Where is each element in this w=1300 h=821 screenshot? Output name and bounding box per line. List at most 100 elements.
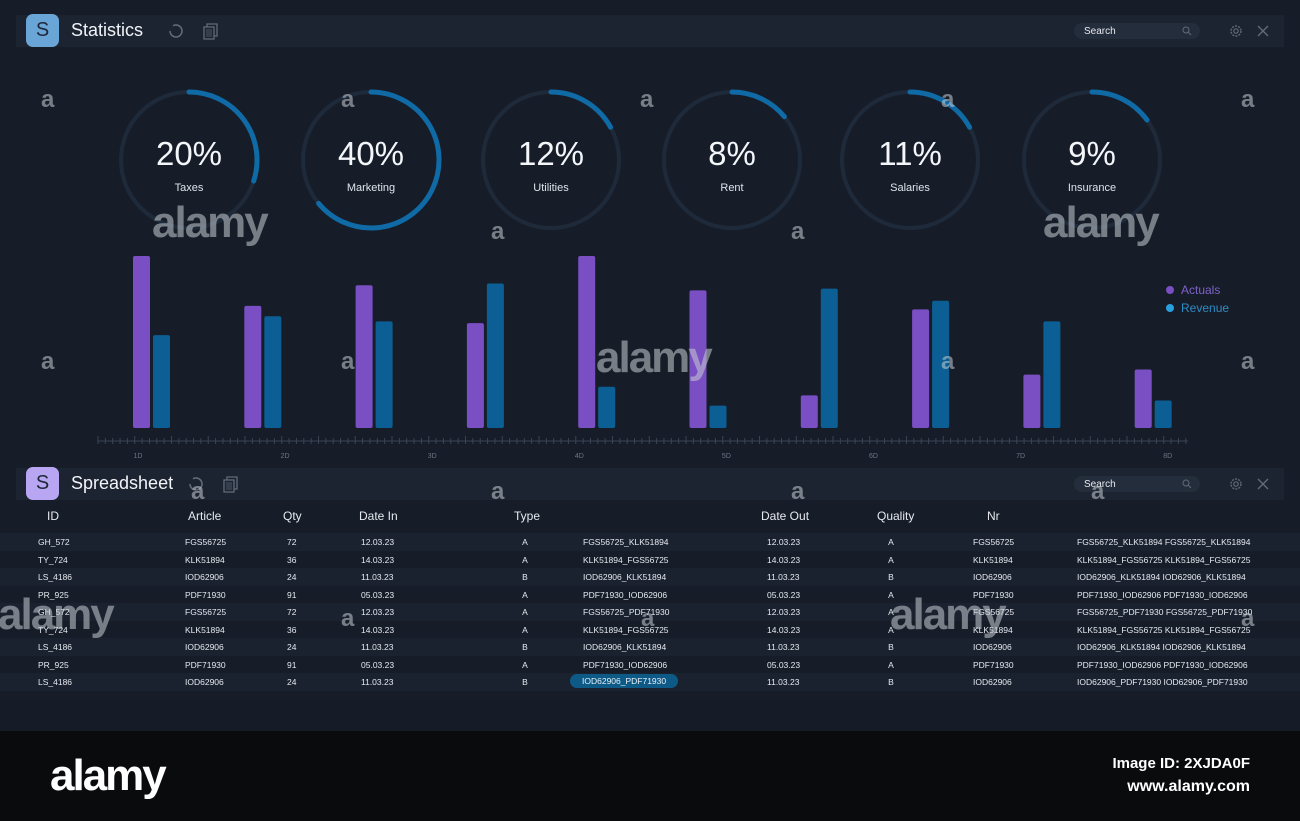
table-cell[interactable]: IOD62906_KLK51894 [583, 642, 667, 652]
table-row[interactable]: TY_724 KLK51894 36 14.03.23 A KLK51894_FGS567… [0, 550, 1300, 568]
table-cell[interactable]: B [888, 642, 894, 652]
table-cell[interactable]: 36 [287, 554, 297, 565]
gauge-insurance[interactable]: 9% Insurance [1017, 85, 1167, 235]
table-cell[interactable]: 11.03.23 [361, 572, 394, 582]
bar-actuals[interactable] [912, 309, 930, 428]
table-cell[interactable]: A [522, 659, 528, 670]
table-cell[interactable]: 36 [287, 624, 297, 635]
close-icon[interactable] [1256, 24, 1270, 38]
table-cell[interactable]: 12.03.23 [361, 537, 395, 547]
bar-revenue[interactable] [932, 300, 950, 428]
bar-revenue[interactable] [375, 321, 393, 428]
spreadsheet-search-input[interactable] [1084, 478, 1174, 490]
search-icon[interactable] [1182, 26, 1192, 36]
table-cell[interactable]: 12.03.23 [361, 607, 395, 617]
bar-revenue[interactable] [153, 335, 170, 428]
gauge-rent[interactable]: 8% Rent [657, 85, 807, 235]
table-cell[interactable]: KLK51894 [185, 624, 225, 635]
close-icon[interactable] [1256, 477, 1270, 491]
table-cell[interactable]: 14.03.23 [361, 554, 395, 565]
table-cell[interactable]: A [888, 537, 894, 547]
table-cell[interactable]: TY_724 [38, 554, 68, 565]
table-cell[interactable]: LS_4186 [38, 572, 73, 582]
table-cell[interactable]: PDF71930_IOD62906 [583, 659, 668, 670]
statistics-app-badge[interactable]: S [26, 14, 59, 47]
table-cell[interactable]: A [888, 624, 894, 635]
column-header-date-in[interactable]: Date In [359, 509, 398, 523]
table-cell[interactable]: 72 [287, 537, 297, 547]
table-cell[interactable]: 05.03.23 [361, 589, 395, 600]
table-cell[interactable]: IOD62906 [973, 677, 1012, 687]
legend-item-revenue[interactable]: Revenue [1166, 299, 1229, 317]
table-cell[interactable]: KLK51894_FGS56725 KLK51894_FGS56725 [1077, 554, 1251, 565]
table-cell[interactable]: IOD62906_KLK51894 IOD62906_KLK51894 [1077, 642, 1246, 652]
gauge-utilities[interactable]: 12% Utilities [476, 85, 626, 235]
table-cell[interactable]: PDF71930 [973, 589, 1014, 600]
table-cell[interactable]: PR_925 [38, 589, 69, 600]
table-cell[interactable]: FGS56725 [973, 607, 1015, 617]
gear-icon[interactable] [1228, 23, 1244, 39]
table-cell[interactable]: IOD62906_KLK51894 [583, 572, 667, 582]
table-cell[interactable]: 91 [287, 589, 297, 600]
spreadsheet-search[interactable] [1074, 476, 1200, 492]
table-cell[interactable]: IOD62906 [185, 642, 224, 652]
table-cell[interactable]: IOD62906 [973, 642, 1012, 652]
table-cell[interactable]: KLK51894_FGS56725 [583, 554, 669, 565]
bar-actuals[interactable] [1023, 374, 1041, 428]
table-cell[interactable]: 11.03.23 [767, 677, 800, 687]
table-row[interactable]: GH_572 FGS56725 72 12.03.23 A FGS56725_KLK518… [0, 533, 1300, 551]
bar-revenue[interactable] [709, 405, 727, 428]
table-cell[interactable]: KLK51894_FGS56725 KLK51894_FGS56725 [1077, 624, 1251, 635]
table-cell[interactable]: IOD62906_PDF71930 [570, 674, 679, 688]
table-cell[interactable]: KLK51894 [973, 624, 1013, 635]
bar-actuals[interactable] [578, 256, 596, 428]
table-cell[interactable]: B [522, 642, 528, 652]
table-row[interactable]: TY_724 KLK51894 36 14.03.23 A KLK51894_FGS567… [0, 620, 1300, 638]
table-cell[interactable]: A [522, 537, 528, 547]
bar-revenue[interactable] [1043, 321, 1061, 428]
table-cell[interactable]: TY_724 [38, 624, 68, 635]
table-cell[interactable]: PDF71930_IOD62906 PDF71930_IOD62906 [1077, 659, 1248, 670]
table-cell[interactable]: 12.03.23 [767, 607, 801, 617]
table-cell[interactable]: B [888, 572, 894, 582]
gear-icon[interactable] [1228, 476, 1244, 492]
bar-actuals[interactable] [244, 305, 262, 428]
table-cell[interactable]: 14.03.23 [361, 624, 395, 635]
table-cell[interactable]: IOD62906_KLK51894 IOD62906_KLK51894 [1077, 572, 1246, 582]
table-cell[interactable]: A [888, 589, 894, 600]
table-cell[interactable]: PDF71930 [185, 659, 226, 670]
table-cell[interactable]: IOD62906_PDF71930 IOD62906_PDF71930 [1077, 677, 1248, 687]
spreadsheet-app-badge[interactable]: S [26, 467, 59, 500]
table-cell[interactable]: PDF71930_IOD62906 PDF71930_IOD62906 [1077, 589, 1248, 600]
table-cell[interactable]: FGS56725 [973, 537, 1015, 547]
column-header-id[interactable]: ID [47, 509, 59, 523]
table-cell[interactable]: 05.03.23 [361, 659, 395, 670]
table-cell[interactable]: LS_4186 [38, 642, 73, 652]
bar-revenue[interactable] [264, 316, 282, 428]
statistics-search[interactable] [1074, 23, 1200, 39]
table-cell[interactable]: A [522, 589, 528, 600]
table-cell[interactable]: B [522, 677, 528, 687]
table-cell[interactable]: 24 [287, 677, 297, 687]
table-cell[interactable]: FGS56725_PDF71930 [583, 607, 670, 617]
table-row[interactable]: LS_4186 IOD62906 24 11.03.23 B IOD62906_KLK51… [0, 638, 1300, 656]
search-icon[interactable] [1182, 479, 1192, 489]
table-cell[interactable]: 12.03.23 [767, 537, 801, 547]
table-cell[interactable]: A [888, 659, 894, 670]
refresh-icon[interactable] [186, 474, 206, 494]
table-cell[interactable]: 05.03.23 [767, 659, 801, 670]
table-cell[interactable]: LS_4186 [38, 677, 73, 687]
table-cell[interactable]: 05.03.23 [767, 589, 801, 600]
table-cell[interactable]: FGS56725_KLK51894 [583, 537, 669, 547]
column-header-date-out[interactable]: Date Out [761, 509, 810, 523]
table-cell[interactable]: 14.03.23 [767, 554, 801, 565]
table-cell[interactable]: PDF71930 [185, 589, 226, 600]
column-header-article[interactable]: Article [188, 509, 222, 523]
bar-revenue[interactable] [486, 283, 504, 428]
bar-actuals[interactable] [800, 395, 818, 428]
copy-icon[interactable] [220, 474, 240, 494]
bar-actuals[interactable] [466, 323, 484, 428]
table-cell[interactable]: PR_925 [38, 659, 69, 670]
column-header-type[interactable]: Type [514, 509, 541, 523]
table-cell[interactable]: KLK51894_FGS56725 [583, 624, 669, 635]
